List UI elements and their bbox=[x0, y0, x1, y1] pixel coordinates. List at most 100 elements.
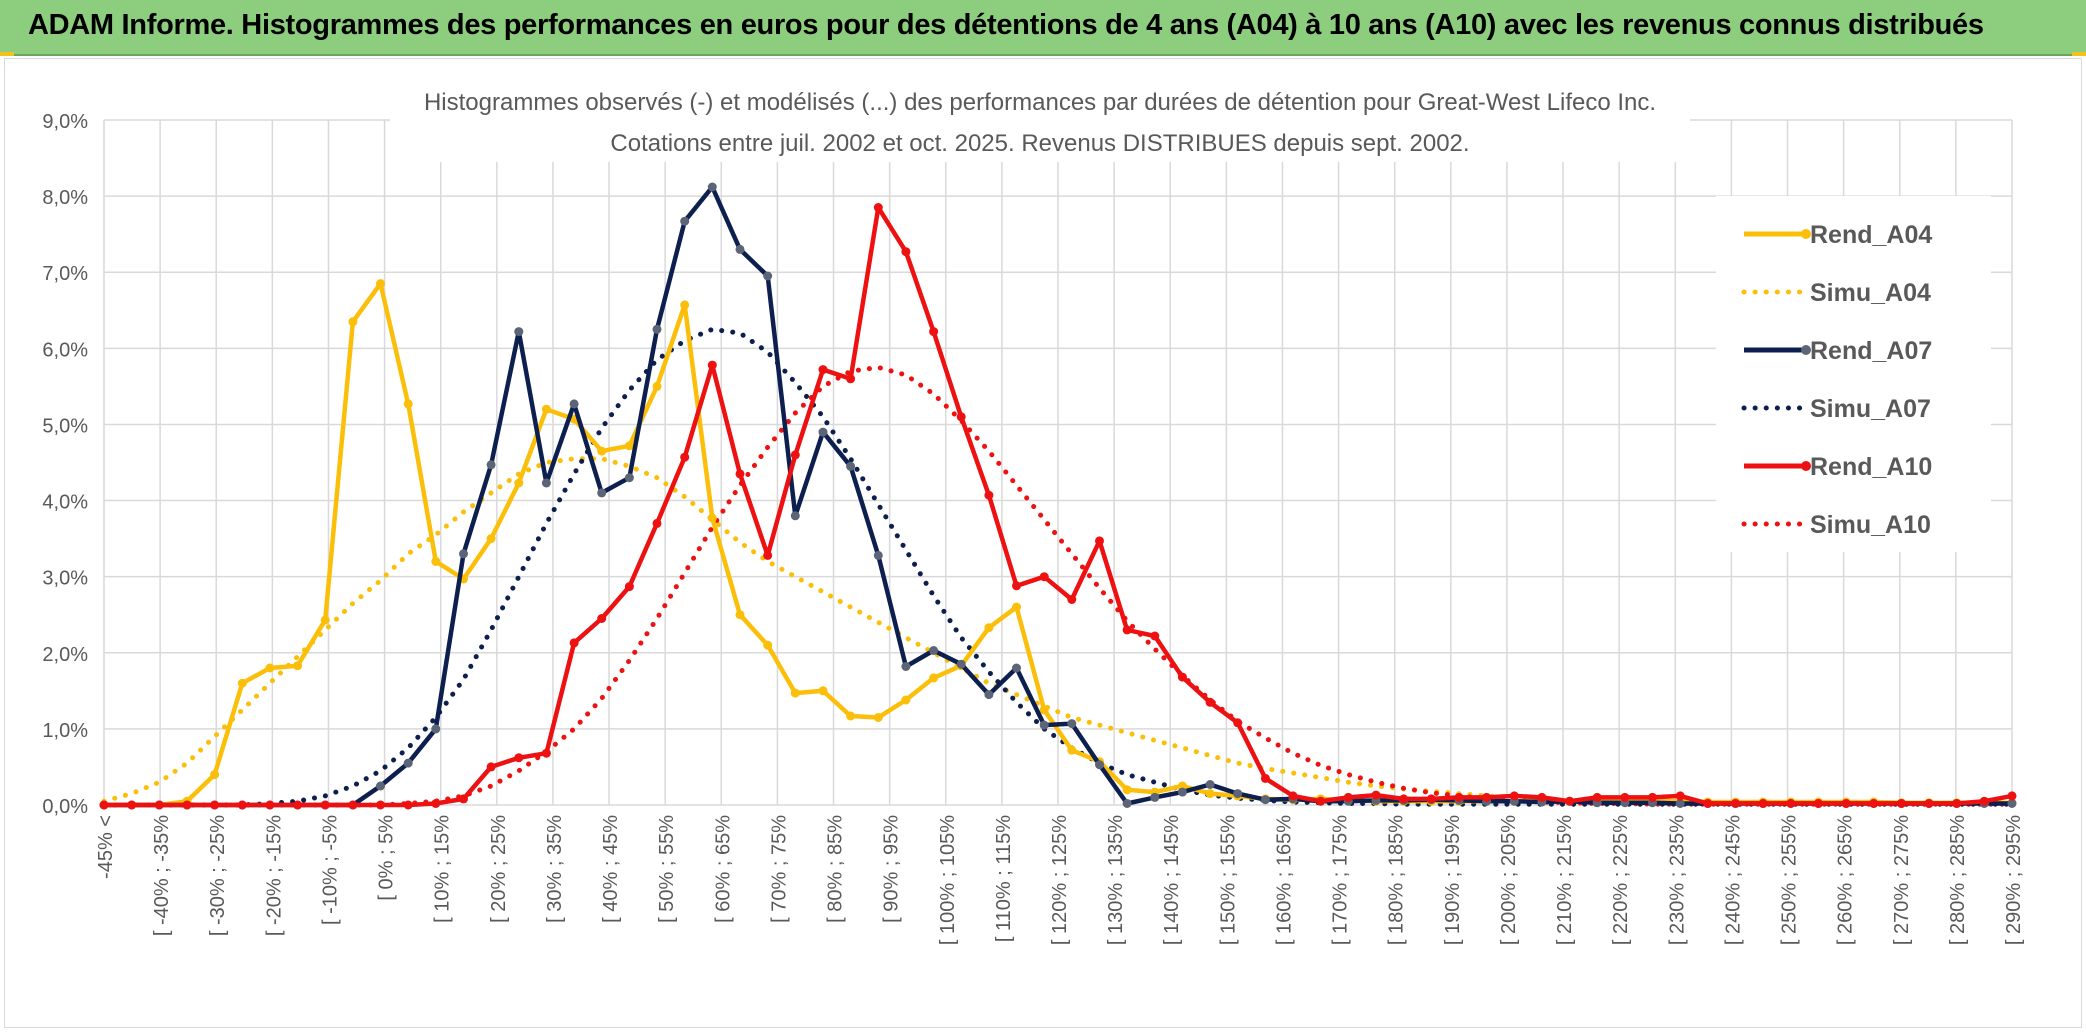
data-point bbox=[1979, 796, 1989, 806]
y-tick-label: 6,0% bbox=[42, 339, 88, 361]
data-point bbox=[624, 441, 634, 451]
data-point bbox=[597, 488, 607, 498]
data-point bbox=[1924, 799, 1934, 808]
series-line bbox=[104, 184, 2012, 808]
data-point bbox=[624, 582, 634, 592]
data-point bbox=[293, 661, 303, 671]
data-point bbox=[956, 659, 966, 669]
legend-background bbox=[1716, 196, 1991, 552]
data-point bbox=[763, 640, 773, 650]
x-tick-label: [ 70% ; 75% bbox=[768, 815, 790, 923]
data-point bbox=[1371, 790, 1381, 800]
data-point bbox=[735, 610, 745, 620]
x-tick-label: [ 0% ; 5% bbox=[376, 815, 398, 901]
data-point bbox=[1067, 595, 1077, 604]
data-point bbox=[652, 381, 662, 391]
data-point bbox=[1260, 795, 1270, 805]
x-tick-label: [ 110% ; 115% bbox=[993, 815, 1015, 942]
data-point bbox=[1260, 773, 1270, 783]
data-point bbox=[569, 399, 579, 409]
data-point bbox=[1426, 794, 1436, 804]
data-point bbox=[763, 271, 773, 281]
data-point bbox=[1786, 799, 1796, 808]
x-tick-label: [ -40% ; -35% bbox=[151, 815, 173, 936]
data-point bbox=[984, 690, 994, 700]
data-point bbox=[2007, 791, 2017, 801]
data-point bbox=[403, 399, 413, 409]
data-point bbox=[1592, 792, 1602, 802]
data-point bbox=[541, 478, 551, 488]
data-point bbox=[818, 365, 828, 375]
x-tick-label: [ -20% ; -15% bbox=[263, 815, 285, 936]
x-tick-label: [ 30% ; 35% bbox=[544, 815, 566, 923]
x-tick-label: [ 250% ; 255% bbox=[1779, 815, 1801, 945]
data-point bbox=[1150, 631, 1160, 641]
data-point bbox=[735, 244, 745, 254]
data-point bbox=[237, 800, 247, 810]
data-point bbox=[1758, 799, 1768, 808]
data-point bbox=[99, 800, 109, 810]
data-point bbox=[597, 614, 607, 623]
data-point bbox=[624, 473, 634, 483]
data-point bbox=[1122, 785, 1132, 795]
data-point bbox=[1509, 791, 1519, 801]
data-point bbox=[459, 794, 468, 804]
header-banner: ADAM Informe. Histogrammes des performan… bbox=[0, 0, 2086, 56]
data-point bbox=[1703, 799, 1713, 808]
legend-marker bbox=[1801, 345, 1811, 355]
data-point bbox=[1095, 760, 1104, 770]
data-point bbox=[1205, 789, 1215, 799]
data-point bbox=[680, 452, 690, 462]
data-point bbox=[210, 800, 220, 810]
data-point bbox=[873, 550, 883, 560]
data-point bbox=[1869, 799, 1879, 808]
data-point bbox=[1537, 792, 1547, 802]
data-point bbox=[790, 688, 800, 698]
x-tick-label: [ 280% ; 285% bbox=[1947, 815, 1969, 945]
x-tick-label: [ 150% ; 155% bbox=[1217, 815, 1239, 945]
data-point bbox=[652, 324, 662, 334]
data-point bbox=[1012, 581, 1021, 591]
data-point bbox=[1288, 791, 1298, 801]
data-point bbox=[1205, 780, 1215, 789]
legend-item-rend-a04: Rend_A04 bbox=[1744, 221, 1932, 249]
x-tick-label: [ 140% ; 145% bbox=[1161, 815, 1183, 945]
data-point bbox=[541, 404, 551, 414]
legend-item-simu-a07: Simu_A07 bbox=[1741, 395, 1931, 423]
data-point bbox=[376, 781, 385, 791]
chart-title-block: Histogrammes observés (-) et modélisés (… bbox=[390, 80, 1690, 162]
chart-subtitle: Cotations entre juil. 2002 et oct. 2025.… bbox=[610, 130, 1469, 157]
data-point bbox=[873, 713, 883, 722]
y-tick-label: 8,0% bbox=[42, 187, 88, 209]
data-point bbox=[265, 663, 275, 673]
data-point bbox=[154, 800, 164, 810]
data-point bbox=[293, 800, 303, 810]
data-point bbox=[1177, 672, 1187, 682]
data-point bbox=[2007, 799, 2017, 808]
data-point bbox=[984, 490, 994, 500]
title-background bbox=[390, 80, 1690, 162]
data-point bbox=[846, 711, 856, 721]
x-tick-label: [ 190% ; 195% bbox=[1442, 815, 1464, 945]
data-point bbox=[1316, 796, 1326, 806]
data-point bbox=[597, 446, 607, 456]
data-point bbox=[265, 800, 275, 810]
x-tick-label: [ 220% ; 225% bbox=[1610, 815, 1632, 945]
x-tick-label: [ 230% ; 235% bbox=[1666, 815, 1688, 945]
data-point bbox=[486, 460, 496, 470]
data-point bbox=[1122, 799, 1132, 808]
data-point bbox=[1813, 799, 1823, 808]
data-point bbox=[486, 534, 496, 544]
legend-marker bbox=[1801, 229, 1811, 239]
data-point bbox=[735, 469, 745, 479]
data-point bbox=[846, 461, 856, 471]
x-tick-label: [ 100% ; 105% bbox=[937, 815, 959, 945]
data-point bbox=[514, 327, 524, 337]
data-point bbox=[1233, 789, 1243, 799]
x-tick-label: [ 240% ; 245% bbox=[1722, 815, 1744, 945]
data-point bbox=[818, 686, 828, 696]
x-tick-label: [ 130% ; 135% bbox=[1105, 815, 1127, 945]
data-point bbox=[320, 615, 330, 625]
data-point bbox=[929, 673, 939, 683]
